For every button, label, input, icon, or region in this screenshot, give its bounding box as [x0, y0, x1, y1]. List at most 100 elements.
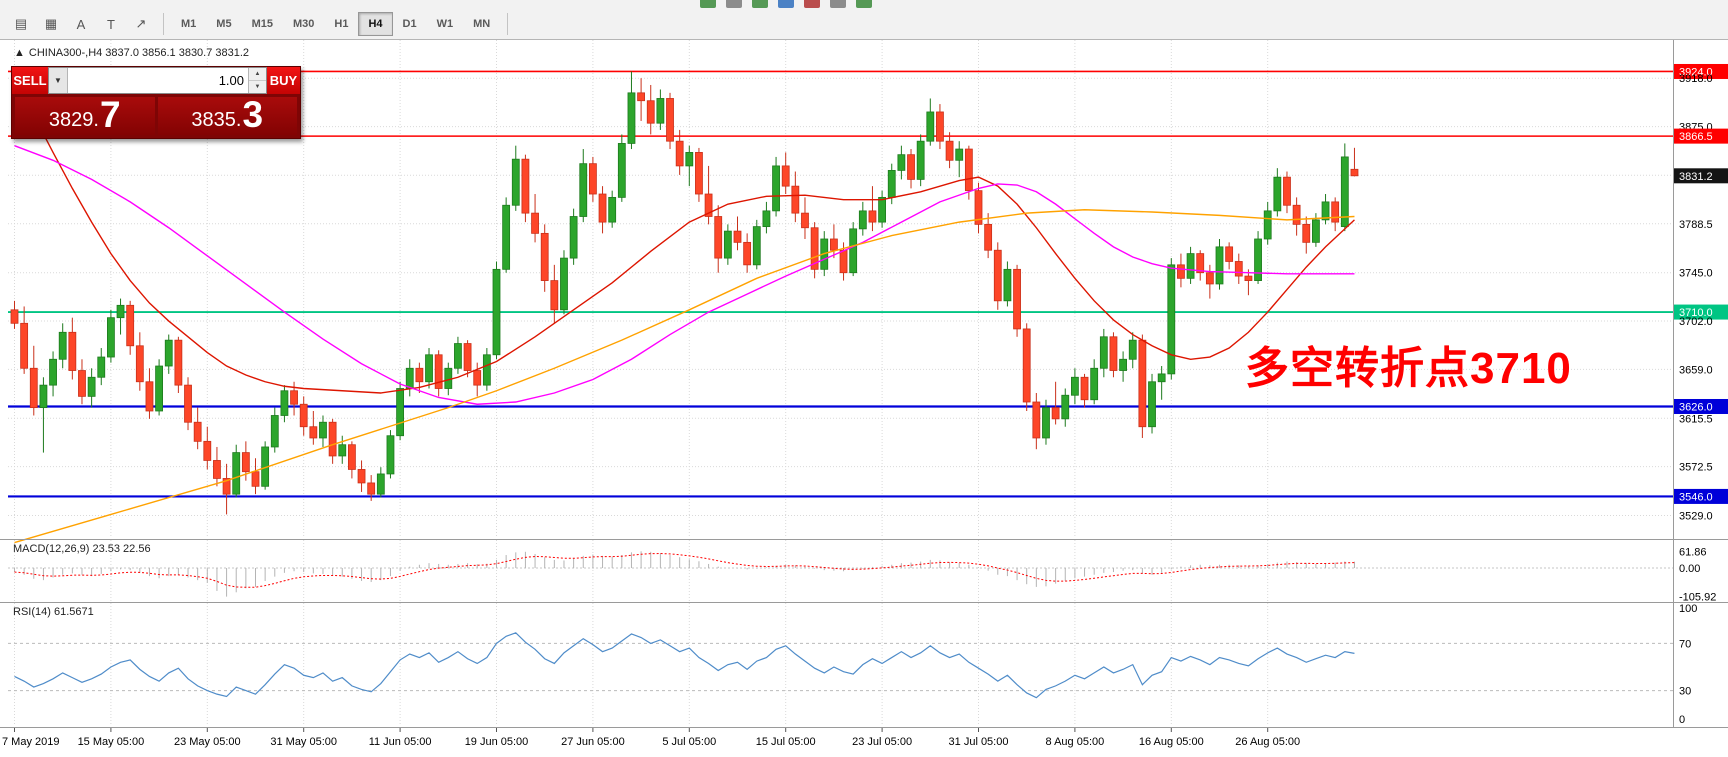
volume-box: ▼ ▲ ▼ [48, 67, 267, 94]
ma-line-fast [33, 115, 1355, 394]
text-tool-icon[interactable]: T [107, 16, 115, 32]
clipped-toolbar-icon[interactable] [804, 0, 820, 8]
candle [521, 154, 530, 223]
candle [29, 345, 38, 416]
candle [1283, 171, 1291, 214]
candle [1148, 373, 1156, 434]
toolbar-separator [507, 13, 509, 35]
candle [1003, 261, 1012, 307]
candle [1032, 393, 1041, 450]
candle [993, 242, 1002, 310]
candle [858, 201, 867, 236]
clipped-toolbar-icon[interactable] [830, 0, 846, 8]
rsi-line [14, 632, 1355, 699]
time-axis[interactable]: 7 May 2019 15 May 05:00 23 May 05:00 31 May… [0, 728, 1728, 757]
candle [357, 460, 366, 492]
tools-row: ▤ ▦ A T ↗ M1 M5 M15 M30 H1 H4 D1 W1 MN [0, 9, 515, 39]
buy-price-big: 3 [242, 94, 264, 135]
ma-line-medium [14, 145, 1355, 405]
grid-icon[interactable]: ▦ [44, 16, 58, 31]
line-studies-icon[interactable]: ↗ [135, 16, 147, 31]
time-tick-label: 5 Jul 05:00 [662, 736, 716, 748]
candle [1196, 250, 1205, 281]
timeframe-h4-button[interactable]: H4 [358, 12, 393, 36]
buy-price-small: 3835. [191, 109, 242, 132]
symbol-title: CHINA300-,H4 3837.0 3856.1 3830.7 3831.2 [28, 47, 250, 59]
candle [955, 141, 964, 178]
candle [232, 444, 241, 498]
candle [473, 362, 482, 397]
candle [550, 264, 559, 324]
time-tick-label: 15 May 05:00 [78, 736, 145, 748]
candle [511, 145, 520, 211]
volume-dropdown-icon[interactable]: ▼ [49, 68, 68, 93]
candle [338, 435, 347, 464]
price-badge [1674, 63, 1728, 79]
timeframe-m5-button[interactable]: M5 [216, 18, 232, 30]
symbol-ohlc-line: ▲ CHINA300-,H4 3837.0 3856.1 3830.7 3831.… [14, 47, 253, 59]
candle [386, 430, 395, 479]
candle [1350, 147, 1359, 177]
candle [1061, 388, 1070, 427]
candle [1263, 201, 1272, 245]
candle [174, 336, 183, 394]
timeframe-m30-button[interactable]: M30 [292, 18, 315, 30]
time-tick-label: 11 Jun 05:00 [369, 736, 432, 748]
candle [126, 300, 135, 355]
clipped-toolbar-icon[interactable] [726, 0, 742, 8]
price-badge-label: 3626.0 [1679, 401, 1713, 413]
clipped-toolbar-icon[interactable] [856, 0, 872, 8]
one-click-trading-panel: SELL ▼ ▲ ▼ BUY 3829. 7 3835. 3 [11, 66, 301, 140]
candle [723, 224, 732, 265]
volume-increase-icon[interactable]: ▲ [249, 68, 266, 81]
candle [502, 197, 511, 273]
timeframe-w1-button[interactable]: W1 [436, 18, 454, 30]
candle [203, 426, 212, 470]
rsi-axis-label: 70 [1679, 638, 1691, 650]
candle [425, 348, 433, 389]
timeframe-m15-button[interactable]: M15 [251, 18, 273, 30]
candle [781, 152, 790, 195]
candle [1013, 264, 1021, 337]
time-tick-label: 31 May 05:00 [270, 736, 337, 748]
timeframe-mn-button[interactable]: MN [473, 18, 491, 30]
candle [1273, 168, 1282, 217]
price-badge [1674, 168, 1728, 184]
candle [868, 186, 877, 232]
candle [656, 89, 665, 130]
clipped-toolbar-icon[interactable] [752, 0, 768, 8]
buy-button[interactable]: BUY [267, 67, 300, 94]
chart-template-icon[interactable]: ▤ [14, 16, 28, 31]
candle [145, 368, 154, 419]
candle [1225, 242, 1234, 270]
timeframe-h1-button[interactable]: H1 [334, 18, 349, 30]
price-badge-label: 3866.5 [1679, 131, 1713, 143]
timeframe-d1-button[interactable]: D1 [402, 18, 417, 30]
candle [540, 224, 549, 292]
candle [347, 441, 356, 479]
volume-decrease-icon[interactable]: ▼ [249, 81, 266, 93]
clipped-toolbar-icon[interactable] [700, 0, 716, 8]
candle [945, 132, 954, 169]
candle [1186, 246, 1195, 284]
text-label-icon[interactable]: A [76, 16, 86, 32]
candle [415, 362, 424, 394]
candle [733, 216, 742, 251]
candle [531, 194, 539, 243]
timeframe-toolbar: M1 M5 M15 M30 H1 H4 D1 W1 MN [171, 12, 500, 36]
candle [1071, 368, 1079, 405]
toolbar: ▤ ▦ A T ↗ M1 M5 M15 M30 H1 H4 D1 W1 MN [0, 0, 1728, 40]
clipped-toolbar-icon[interactable] [778, 0, 794, 8]
candle [1321, 194, 1330, 225]
candle [1157, 366, 1166, 400]
candle [309, 410, 318, 445]
volume-input[interactable] [68, 68, 248, 93]
candle [328, 418, 337, 464]
candle [1090, 359, 1099, 405]
candle [569, 208, 578, 265]
timeframe-m1-button[interactable]: M1 [181, 18, 197, 30]
candle [68, 317, 77, 380]
sell-button[interactable]: SELL [12, 67, 48, 94]
